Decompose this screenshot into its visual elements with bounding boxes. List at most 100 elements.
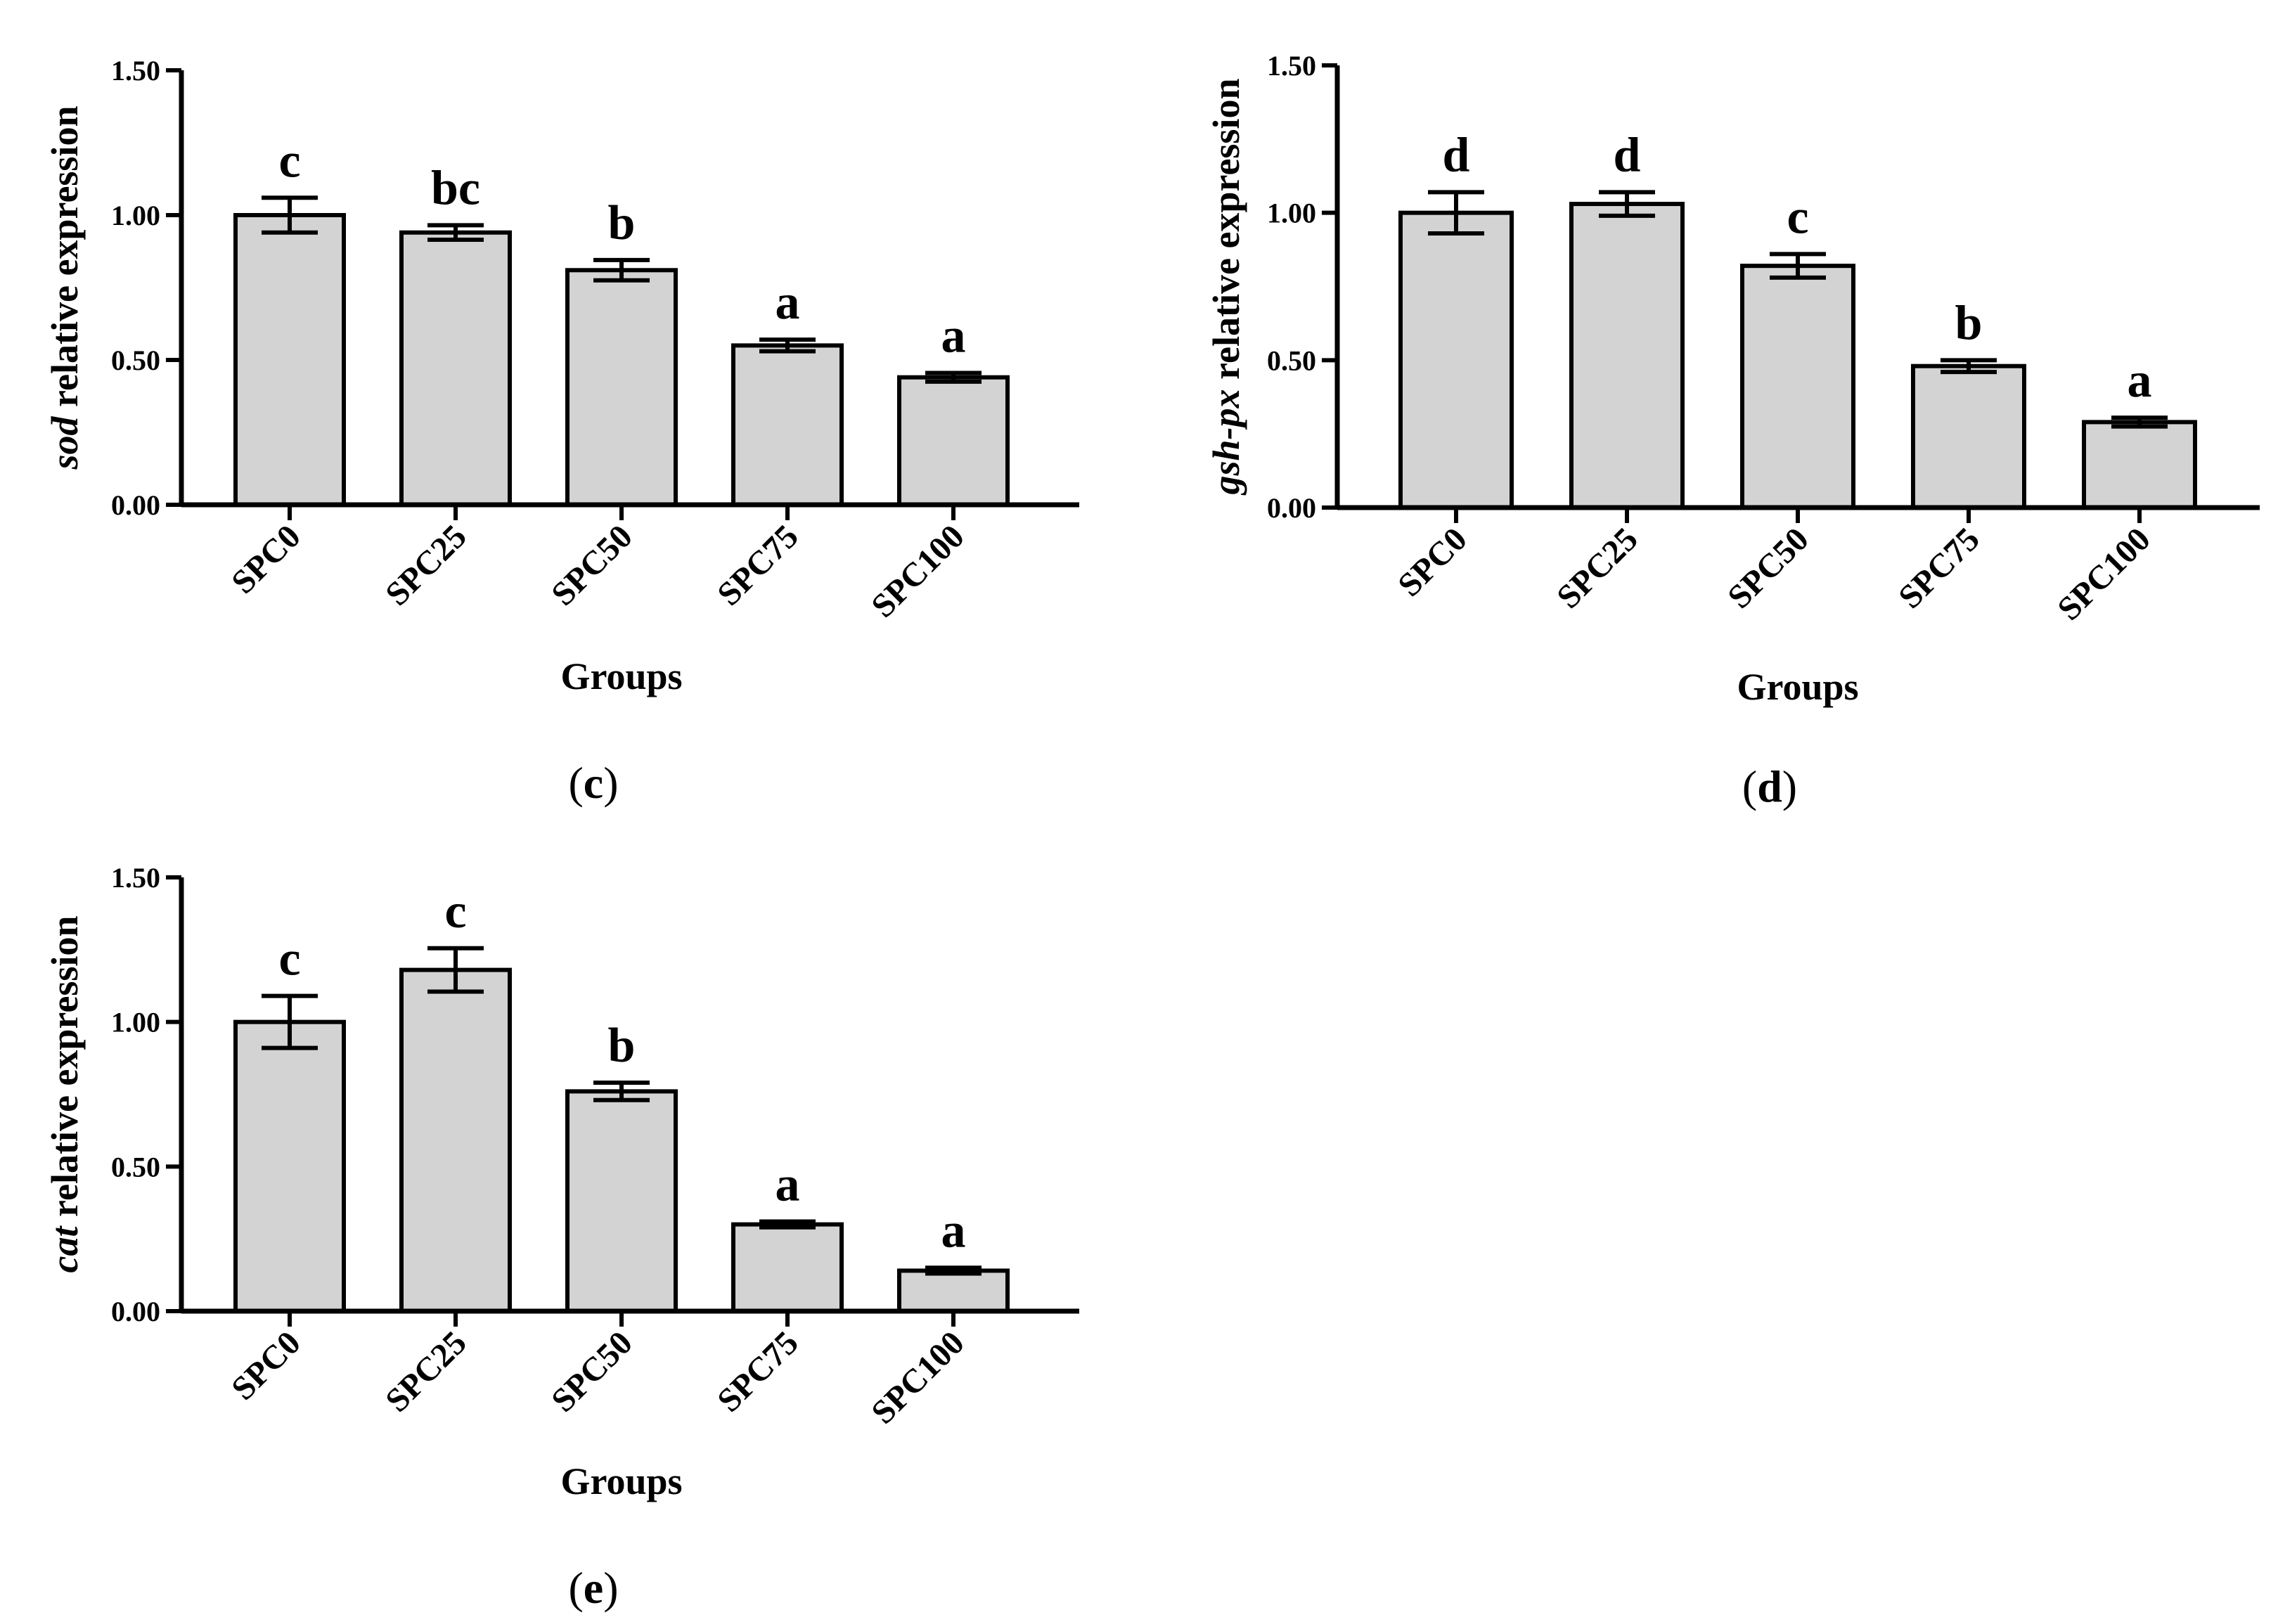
bar-spc25 [399, 967, 512, 1314]
y-tick-label: 0.00 [1267, 492, 1316, 524]
error-bar [925, 370, 982, 384]
error-bar [1599, 190, 1655, 218]
significance-letter: a [2128, 354, 2152, 408]
bar-spc100 [897, 375, 1010, 507]
y-tick-label: 1.50 [111, 862, 160, 894]
x-tick-label: SPC100 [864, 1324, 972, 1431]
significance-letter: bc [431, 161, 480, 215]
error-bar [427, 223, 484, 243]
bar-spc75 [731, 343, 844, 507]
x-tick-label: SPC0 [1391, 520, 1474, 604]
x-tick-label: SPC50 [544, 1324, 640, 1419]
significance-letter: c [444, 884, 466, 939]
panel-label-close: ) [603, 1563, 618, 1613]
y-axis-title-gene: gsh-px [1205, 389, 1247, 495]
significance-letter: a [941, 309, 966, 363]
x-tick-label: SPC50 [1720, 520, 1816, 616]
error-bar [925, 1265, 982, 1276]
y-axis-title-rest: relative expression [44, 916, 86, 1227]
bar-spc50 [565, 1089, 678, 1314]
significance-letter: a [776, 1157, 800, 1211]
significance-letter: a [776, 276, 800, 330]
x-tick-label: SPC75 [710, 1324, 806, 1419]
panel-label-close: ) [1782, 761, 1797, 811]
y-tick-label: 1.00 [1267, 198, 1316, 229]
y-tick-label: 1.00 [111, 1007, 160, 1038]
x-tick-label: SPC100 [864, 517, 972, 625]
significance-letter: d [1443, 128, 1470, 182]
y-tick-label: 0.00 [111, 1296, 160, 1327]
error-bar [759, 337, 816, 354]
significance-letter: a [941, 1204, 966, 1258]
x-tick-label: SPC100 [2050, 520, 2158, 628]
significance-letter: c [1787, 190, 1808, 244]
y-tick-label: 1.50 [111, 55, 160, 86]
x-tick-label: SPC0 [224, 1324, 308, 1407]
panel-label-open: ( [1742, 761, 1757, 811]
error-bar [262, 195, 318, 235]
y-tick-label: 1.00 [111, 200, 160, 231]
error-bar [1428, 190, 1484, 236]
x-tick-label: SPC25 [378, 1324, 474, 1419]
y-axis-title: cat relative expression [44, 916, 86, 1273]
y-axis-title: sod relative expression [44, 106, 86, 470]
panel-label-letter: d [1757, 761, 1782, 811]
panel-label-open: ( [568, 758, 583, 808]
panel-label-open: ( [568, 1563, 583, 1613]
error-bar [1770, 252, 1826, 280]
bar-spc75 [731, 1222, 844, 1313]
significance-letter: b [608, 1019, 636, 1073]
bar-spc75 [1911, 363, 2026, 510]
y-axis-title-rest: relative expression [44, 106, 86, 417]
x-tick-label: SPC0 [224, 517, 308, 601]
significance-letter: c [278, 932, 300, 986]
bar-spc100 [2082, 420, 2197, 510]
x-axis-title: Groups [560, 1460, 682, 1502]
significance-letter: d [1614, 128, 1641, 182]
panel-label: (e) [568, 1563, 618, 1613]
panel-label-letter: c [584, 758, 603, 808]
error-bar [593, 257, 650, 283]
y-tick-label: 0.50 [111, 1151, 160, 1182]
x-axis-title: Groups [1737, 666, 1858, 708]
x-tick-label: SPC50 [544, 517, 640, 613]
error-bar [1941, 358, 1997, 375]
bar-spc100 [897, 1268, 1010, 1313]
x-tick-label: SPC75 [1891, 520, 1987, 616]
chart-panel-e: c SPC0 c SPC25 b SPC50 a SPC75 a SPC100 0.00 0.50 1.… [44, 862, 1079, 1613]
chart-panel-d: d SPC0 d SPC25 c SPC50 b SPC75 a SPC100 0.00 0.50 1.… [1205, 50, 2260, 811]
panel-label: (d) [1742, 761, 1797, 811]
y-tick-label: 0.50 [111, 344, 160, 376]
significance-letter: b [608, 196, 636, 250]
bar-spc25 [1569, 202, 1685, 510]
error-bar [2111, 415, 2168, 429]
y-tick-label: 1.50 [1267, 50, 1316, 82]
error-bar [593, 1081, 650, 1102]
error-bar [759, 1219, 816, 1230]
significance-letter: c [278, 134, 300, 188]
error-bar [427, 946, 484, 994]
significance-letter: b [1955, 296, 1983, 350]
y-axis-title: gsh-px relative expression [1205, 79, 1247, 496]
x-tick-label: SPC25 [1550, 520, 1645, 616]
bar-spc25 [399, 230, 512, 507]
bar-spc0 [233, 1019, 346, 1313]
chart-panel-c: c SPC0 bc SPC25 b SPC50 a SPC75 a SPC100 0.00 0.50 1… [44, 55, 1079, 808]
panel-label-letter: e [584, 1563, 603, 1613]
error-bar [262, 993, 318, 1050]
x-tick-label: SPC75 [710, 517, 806, 613]
panel-label-close: ) [603, 758, 618, 808]
y-axis-title-gene: cat [44, 1225, 86, 1273]
y-axis-title-rest: relative expression [1205, 79, 1247, 389]
y-tick-label: 0.50 [1267, 344, 1316, 376]
bar-spc50 [1740, 264, 1855, 510]
bar-spc0 [233, 213, 346, 507]
x-tick-label: SPC25 [378, 517, 474, 613]
bar-spc0 [1398, 210, 1514, 510]
x-axis-title: Groups [560, 655, 682, 697]
y-tick-label: 0.00 [111, 489, 160, 521]
y-axis-title-gene: sod [44, 415, 86, 470]
bar-spc50 [565, 268, 678, 507]
panel-label: (c) [568, 758, 618, 808]
